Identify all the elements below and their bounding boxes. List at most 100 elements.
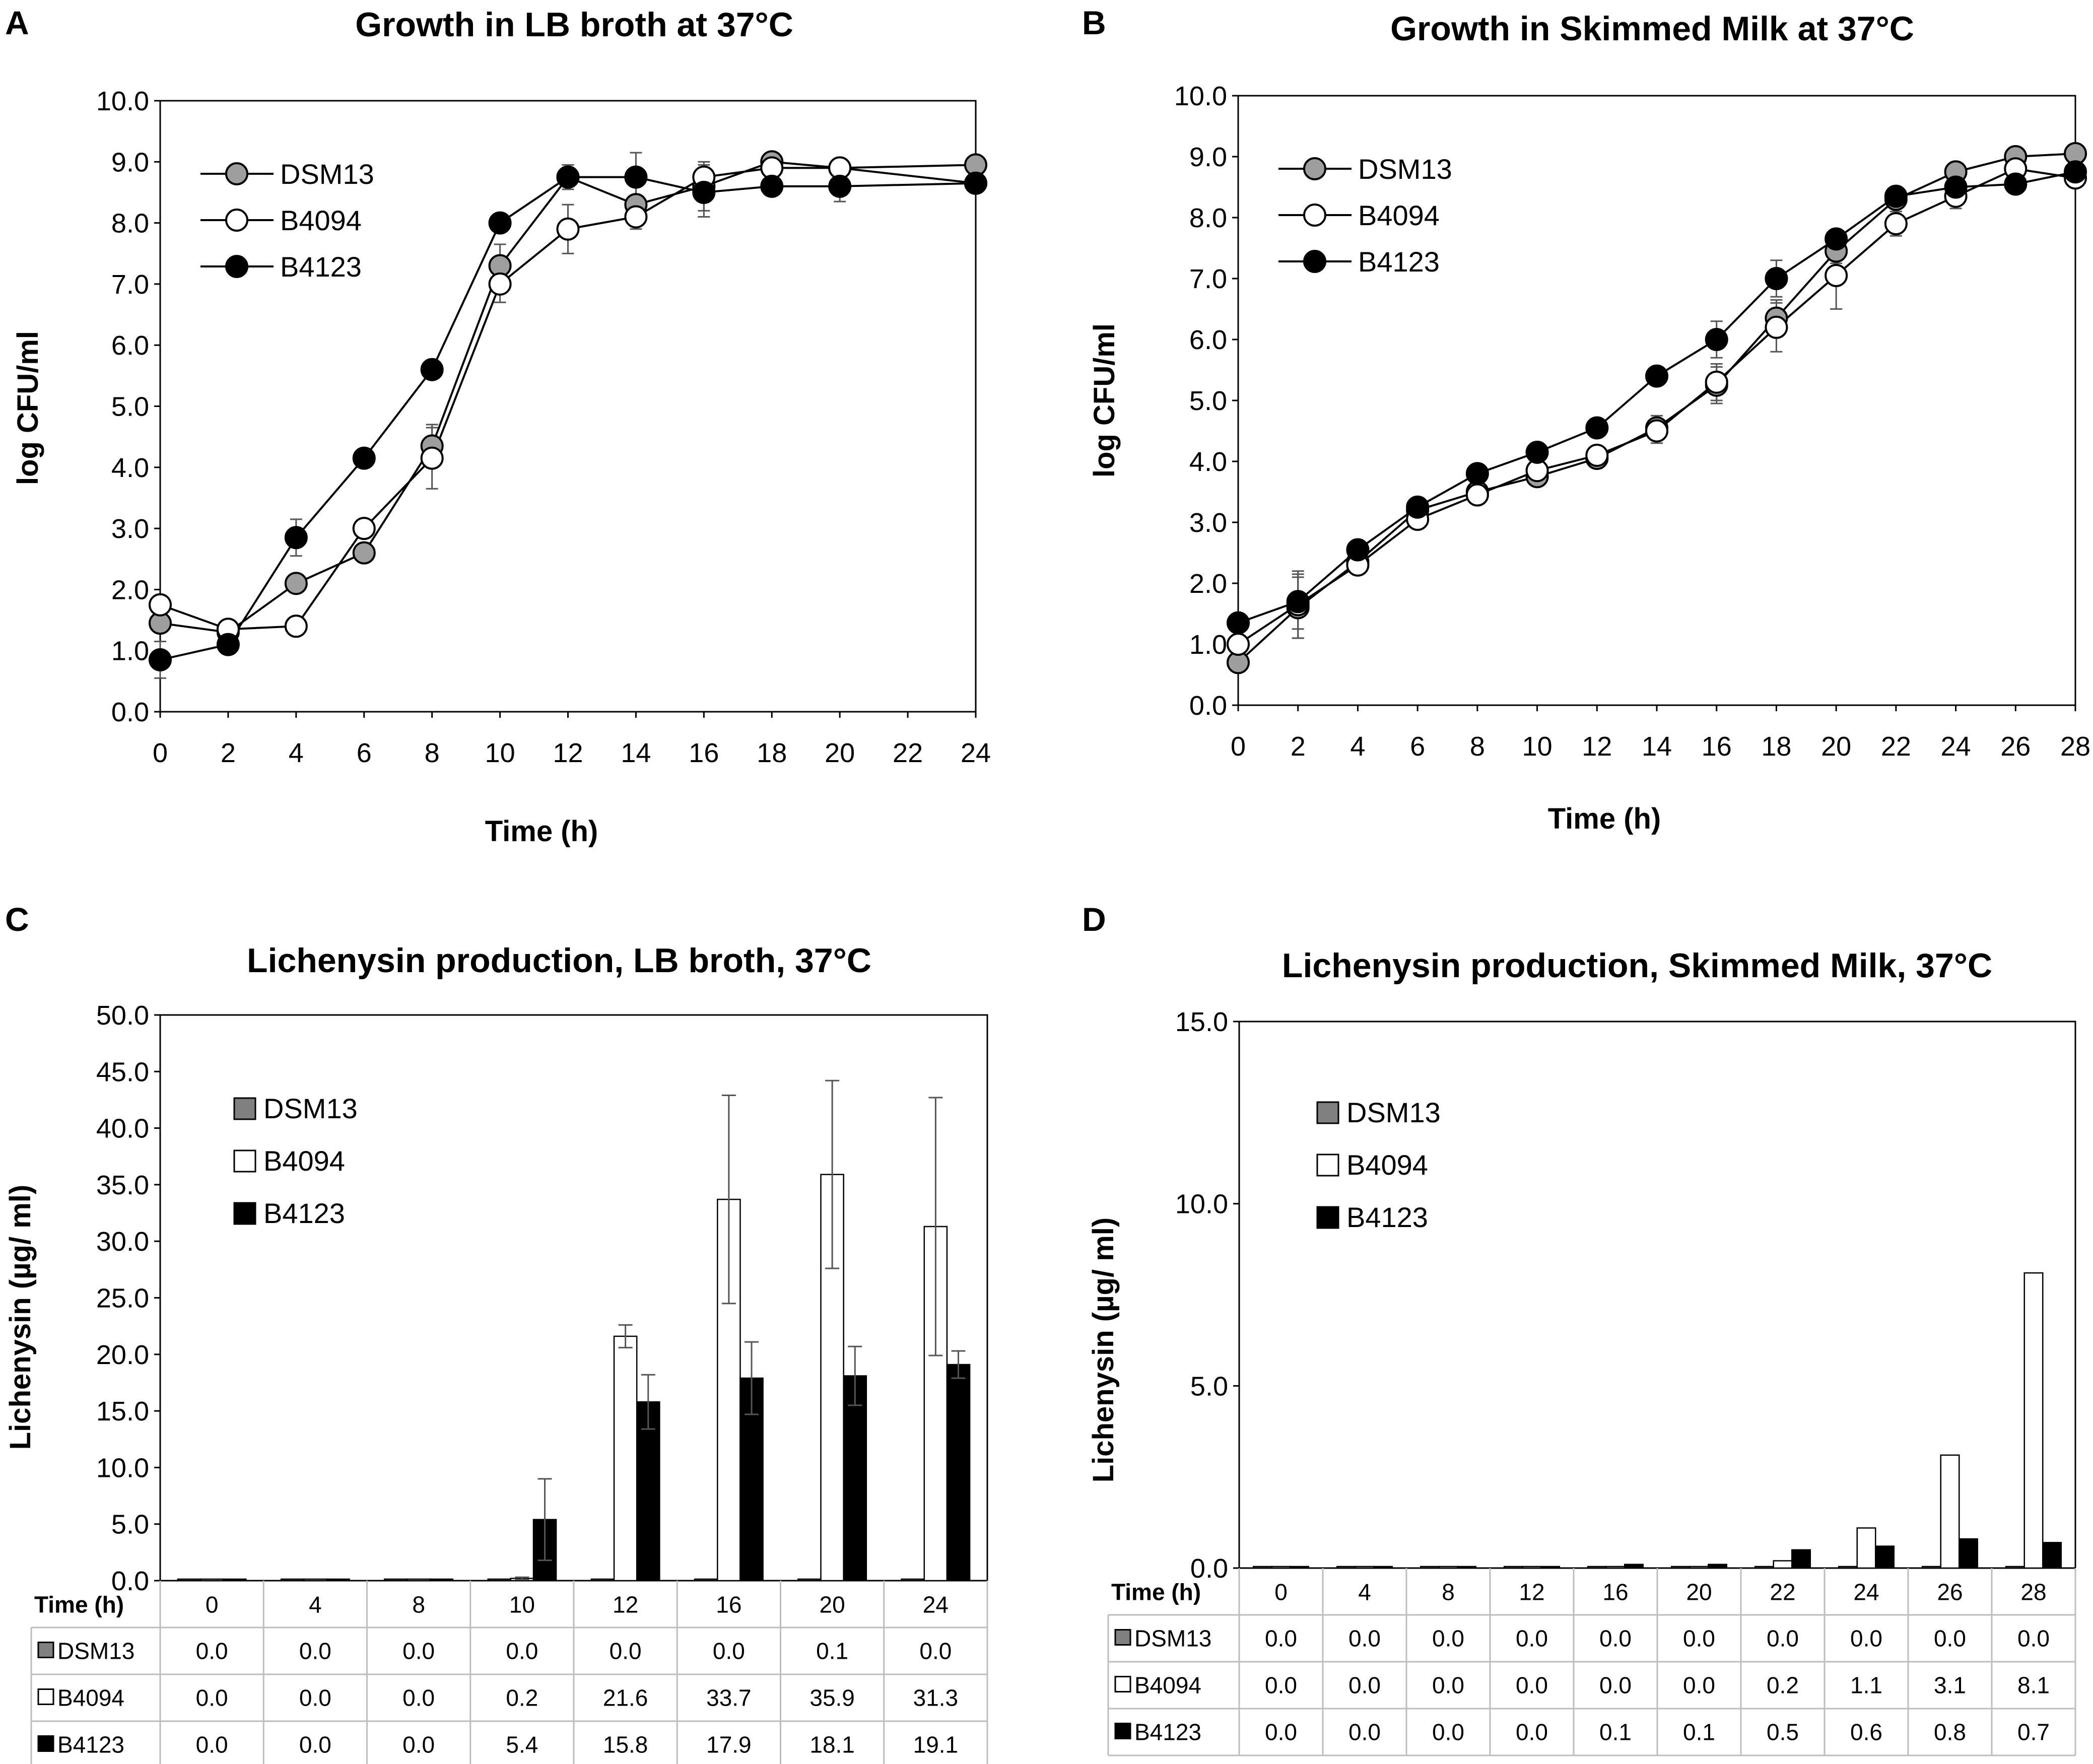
y-tick-label: 9.0 xyxy=(1189,142,1227,172)
y-tick-label: 7.0 xyxy=(111,269,149,300)
y-tick-label: 5.0 xyxy=(1189,386,1227,416)
y-tick-label: 20.0 xyxy=(96,1340,149,1370)
data-point-b4094 xyxy=(1825,263,1848,287)
bar-dsm13 xyxy=(1420,1566,1440,1569)
bar-b4094 xyxy=(1773,1560,1793,1569)
x-category-label: 10 xyxy=(509,1592,535,1618)
table-value: 0.0 xyxy=(1265,1719,1297,1745)
data-point-b4094 xyxy=(1884,212,1908,236)
table-value: 0.0 xyxy=(196,1732,228,1758)
legend-label: B4094 xyxy=(263,1145,345,1177)
bar-dsm13 xyxy=(177,1578,201,1582)
table-value: 0.8 xyxy=(1934,1719,1966,1745)
x-tick-label: 14 xyxy=(1642,731,1672,762)
data-point-b4123 xyxy=(1585,416,1609,440)
y-axis-title-a: log CFU/ml xyxy=(12,331,44,485)
data-point-b4123 xyxy=(556,165,580,189)
table-value: 0.1 xyxy=(1683,1719,1715,1745)
y-tick-label: 1.0 xyxy=(111,636,149,666)
data-point-b4094 xyxy=(624,205,648,229)
table-row-label: B4094 xyxy=(1134,1672,1201,1699)
bar-b4094 xyxy=(407,1578,431,1582)
data-point-b4123 xyxy=(624,165,648,189)
x-tick-label: 22 xyxy=(1881,731,1911,762)
bar-b4123 xyxy=(1875,1545,1895,1569)
data-point-b4123 xyxy=(1525,440,1549,464)
y-tick-label: 15.0 xyxy=(1175,1007,1228,1037)
y-tick-label: 8.0 xyxy=(111,209,149,239)
panel-a: A Growth in LB broth at 37°C log CFU/ml … xyxy=(5,4,991,848)
table-swatch-b4094 xyxy=(37,1688,54,1705)
x-category-label: 28 xyxy=(2020,1579,2046,1605)
x-tick-label: 16 xyxy=(1702,731,1732,762)
data-point-b4123 xyxy=(1286,590,1310,614)
bar-b4094 xyxy=(303,1578,327,1582)
data-point-b4094 xyxy=(1705,370,1728,394)
data-point-b4123 xyxy=(2004,172,2028,196)
data-point-b4094 xyxy=(1765,315,1788,339)
x-tick-label: 16 xyxy=(689,738,719,768)
chart-title-c: Lichenysin production, LB broth, 37°C xyxy=(247,941,871,980)
bar-dsm13 xyxy=(1336,1566,1356,1569)
y-tick-label: 30.0 xyxy=(96,1227,149,1257)
table-value: 0.1 xyxy=(1599,1719,1632,1745)
y-tick-label: 25.0 xyxy=(96,1283,149,1314)
table-value: 19.1 xyxy=(913,1732,959,1758)
data-point-b4123 xyxy=(1765,267,1788,290)
table-swatch-b4123 xyxy=(37,1735,54,1752)
table-value: 0.2 xyxy=(1767,1672,1799,1699)
table-swatch-dsm13 xyxy=(37,1642,54,1658)
table-value: 15.8 xyxy=(603,1732,648,1758)
x-category-label: 0 xyxy=(1274,1579,1288,1605)
table-value: 0.0 xyxy=(1432,1625,1464,1652)
legend-swatch-dsm13 xyxy=(1316,1101,1339,1124)
data-point-b4094 xyxy=(488,272,512,296)
panel-letter-a: A xyxy=(5,4,29,41)
y-tick-label: 6.0 xyxy=(1189,325,1227,355)
table-value: 0.6 xyxy=(1850,1719,1882,1745)
bar-b4123 xyxy=(429,1578,454,1582)
table-value: 0.0 xyxy=(506,1638,538,1664)
bar-dsm13 xyxy=(2005,1566,2025,1569)
panel-letter-d: D xyxy=(1082,901,1106,938)
table-value: 0.0 xyxy=(402,1732,435,1758)
legend-marker-dsm13 xyxy=(1303,157,1326,180)
table-row-label: B4123 xyxy=(57,1732,124,1758)
bar-b4123 xyxy=(843,1375,867,1582)
legend-label: B4094 xyxy=(1358,199,1440,231)
bar-b4094 xyxy=(613,1335,638,1582)
x-axis-title-b: Time (h) xyxy=(1548,802,1661,835)
table-value: 0.0 xyxy=(1265,1672,1297,1699)
x-tick-label: 6 xyxy=(1410,731,1425,762)
table-value: 0.0 xyxy=(610,1638,642,1664)
legend-label: B4094 xyxy=(1346,1149,1428,1181)
legend-label: B4094 xyxy=(280,205,362,236)
data-point-dsm13 xyxy=(284,572,308,595)
table-value: 17.9 xyxy=(706,1732,752,1758)
data-point-b4094 xyxy=(149,593,172,617)
y-tick-label: 6.0 xyxy=(111,330,149,361)
legend-swatch-b4094 xyxy=(233,1149,256,1173)
table-value: 0.1 xyxy=(816,1638,848,1664)
x-tick-label: 24 xyxy=(1941,731,1971,762)
bar-dsm13 xyxy=(1503,1566,1523,1569)
data-point-b4123 xyxy=(1645,364,1668,388)
bar-b4123 xyxy=(1708,1564,1728,1569)
y-tick-label: 8.0 xyxy=(1189,203,1227,233)
bar-dsm13 xyxy=(694,1578,718,1582)
data-point-b4123 xyxy=(284,526,308,550)
data-point-dsm13 xyxy=(352,541,376,565)
bar-b4123 xyxy=(946,1364,971,1582)
chart-title-d: Lichenysin production, Skimmed Milk, 37°… xyxy=(1282,946,1992,985)
table-value: 5.4 xyxy=(506,1732,538,1758)
y-tick-label: 3.0 xyxy=(1189,508,1227,538)
bar-dsm13 xyxy=(901,1578,925,1582)
x-category-label: 12 xyxy=(613,1592,638,1618)
x-tick-label: 18 xyxy=(757,738,787,768)
legend-label: B4123 xyxy=(280,251,362,283)
x-tick-label: 0 xyxy=(153,738,168,768)
data-point-b4123 xyxy=(1944,175,1968,199)
x-tick-label: 18 xyxy=(1761,731,1791,762)
x-tick-label: 12 xyxy=(1582,731,1612,762)
y-tick-label: 50.0 xyxy=(96,1000,149,1031)
